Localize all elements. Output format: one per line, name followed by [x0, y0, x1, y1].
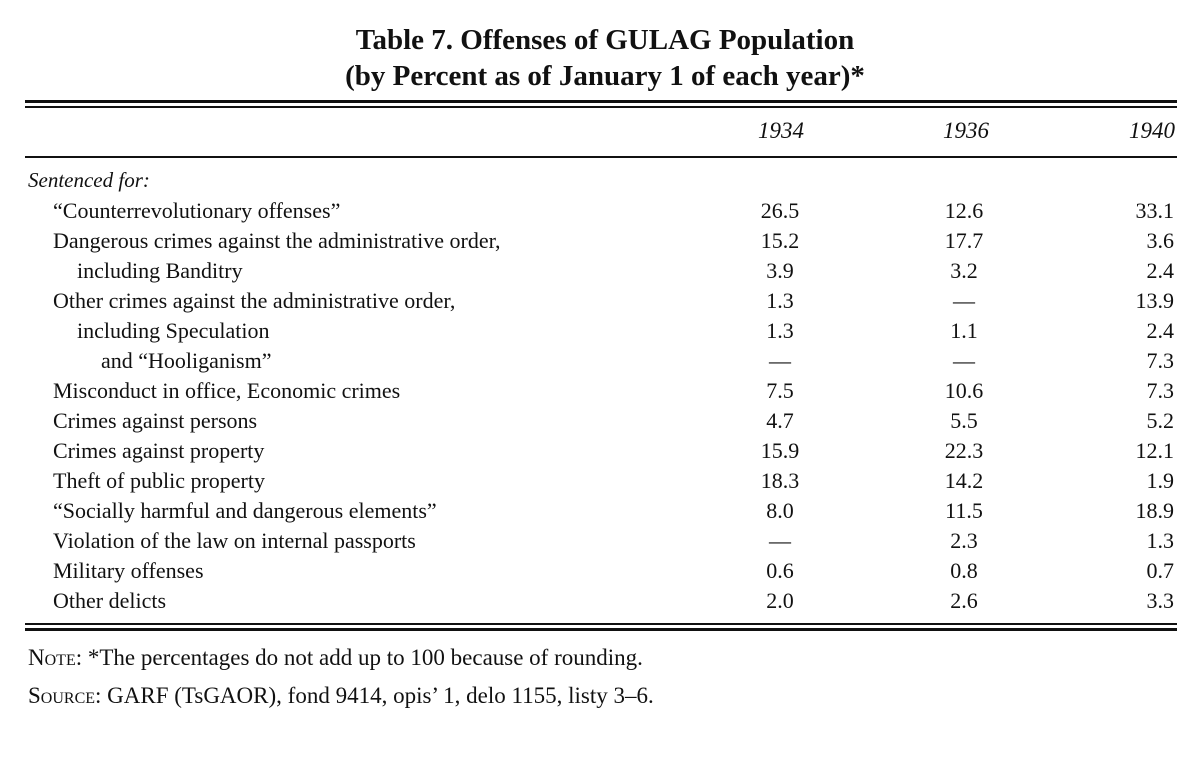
cell-1940: 0.7 [1146, 558, 1175, 583]
table-row: including Banditry 3.9 3.2 2.4 [0, 256, 1200, 286]
table-row: Dangerous crimes against the administrat… [0, 226, 1200, 256]
bottom-rule-thin [25, 623, 1177, 625]
row-label: Theft of public property [53, 468, 265, 493]
cell-1940: 7.3 [1146, 378, 1175, 403]
top-rule-thick [25, 100, 1177, 103]
note-lead: Note: [28, 645, 83, 670]
row-label: Misconduct in office, Economic crimes [53, 378, 401, 403]
cell-1934: 3.9 [766, 258, 794, 283]
cell-1934: 1.3 [766, 318, 794, 343]
cell-1936: 0.8 [950, 558, 978, 583]
note-text: *The percentages do not add up to 100 be… [87, 645, 643, 670]
row-label: Crimes against property [53, 438, 265, 463]
cell-1934: 1.3 [766, 288, 794, 313]
row-label: and “Hooliganism” [101, 348, 272, 373]
cell-1934: 2.0 [766, 588, 794, 613]
table-title-block: Table 7. Offenses of GULAG Population (b… [0, 22, 1200, 94]
cell-1934: 4.7 [766, 408, 794, 433]
table-row: Crimes against persons 4.7 5.5 5.2 [0, 406, 1200, 436]
top-rule-thin [25, 106, 1177, 108]
cell-1936: — [953, 288, 975, 313]
cell-1940: 12.1 [1135, 438, 1175, 463]
cell-1934: — [769, 348, 791, 373]
cell-1940: 1.3 [1146, 528, 1175, 553]
cell-1936: 12.6 [944, 198, 984, 223]
table-row: Other delicts 2.0 2.6 3.3 [0, 586, 1200, 616]
cell-1934: 8.0 [766, 498, 794, 523]
cell-1936: 5.5 [950, 408, 978, 433]
row-label: Violation of the law on internal passpor… [53, 528, 416, 553]
cell-1934: 7.5 [766, 378, 794, 403]
table-row: Misconduct in office, Economic crimes 7.5… [0, 376, 1200, 406]
table-row: Crimes against property 15.9 22.3 12.1 [0, 436, 1200, 466]
cell-1934: 15.2 [760, 228, 800, 253]
table-row: and “Hooliganism” — — 7.3 [0, 346, 1200, 376]
cell-1936: — [953, 348, 975, 373]
cell-1940: 2.4 [1146, 318, 1175, 343]
table-row: Theft of public property 18.3 14.2 1.9 [0, 466, 1200, 496]
cell-1936: 2.3 [950, 528, 978, 553]
cell-1936: 17.7 [944, 228, 984, 253]
cell-1940: 7.3 [1146, 348, 1175, 373]
cell-1940: 3.6 [1146, 228, 1175, 253]
cell-1940: 5.2 [1146, 408, 1175, 433]
table-row: Military offenses 0.6 0.8 0.7 [0, 556, 1200, 586]
row-label: Dangerous crimes against the administrat… [53, 228, 501, 253]
year-header-1936: 1936 [943, 118, 989, 143]
source-line: Source: GARF (TsGAOR), fond 9414, opis’ … [28, 683, 654, 709]
row-label: Military offenses [53, 558, 204, 583]
source-text: GARF (TsGAOR), fond 9414, opis’ 1, delo … [107, 683, 654, 708]
source-lead: Source: [28, 683, 102, 708]
year-header-1940: 1940 [1129, 118, 1175, 143]
cell-1936: 1.1 [950, 318, 978, 343]
table-row: “Counterrevolutionary offenses” 26.5 12.6 3… [0, 196, 1200, 226]
cell-1936: 10.6 [944, 378, 984, 403]
row-label: Crimes against persons [53, 408, 258, 433]
cell-1934: 18.3 [760, 468, 800, 493]
row-label: Other delicts [53, 588, 167, 613]
section-label: Sentenced for: [28, 168, 150, 192]
table-title: Table 7. Offenses of GULAG Population [355, 24, 855, 56]
cell-1940: 33.1 [1135, 198, 1175, 223]
cell-1936: 22.3 [944, 438, 984, 463]
cell-1934: — [769, 528, 791, 553]
row-label: “Socially harmful and dangerous elements… [53, 498, 437, 523]
row-label: “Counterrevolutionary offenses” [53, 198, 341, 223]
cell-1934: 15.9 [760, 438, 800, 463]
cell-1934: 26.5 [760, 198, 800, 223]
row-label: including Banditry [77, 258, 243, 283]
cell-1936: 3.2 [950, 258, 978, 283]
cell-1940: 18.9 [1135, 498, 1175, 523]
cell-1934: 0.6 [766, 558, 794, 583]
cell-1940: 3.3 [1146, 588, 1175, 613]
cell-1940: 13.9 [1135, 288, 1175, 313]
table-row: Violation of the law on internal passpor… [0, 526, 1200, 556]
table-subtitle: (by Percent as of January 1 of each year… [345, 60, 865, 92]
cell-1936: 2.6 [950, 588, 978, 613]
table-row: “Socially harmful and dangerous elements… [0, 496, 1200, 526]
row-label: Other crimes against the administrative … [53, 288, 456, 313]
table-row: including Speculation 1.3 1.1 2.4 [0, 316, 1200, 346]
cell-1936: 11.5 [945, 498, 983, 523]
year-header-1934: 1934 [758, 118, 804, 143]
row-label: including Speculation [77, 318, 270, 343]
cell-1940: 2.4 [1146, 258, 1175, 283]
cell-1936: 14.2 [944, 468, 984, 493]
cell-1940: 1.9 [1146, 468, 1175, 493]
bottom-rule-thick [25, 628, 1177, 631]
header-rule [25, 156, 1177, 158]
note-line: Note: *The percentages do not add up to … [28, 645, 643, 671]
table-row: Other crimes against the administrative … [0, 286, 1200, 316]
